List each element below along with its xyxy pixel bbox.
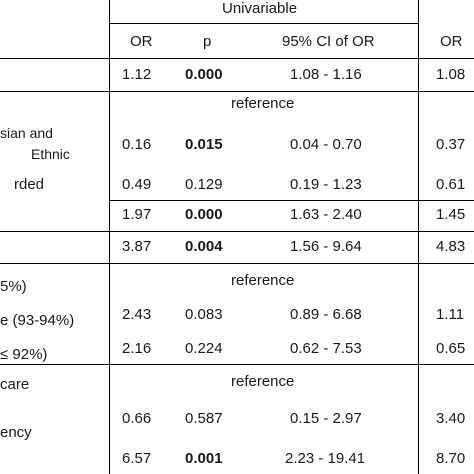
header-rule-top (109, 23, 418, 24)
cell-or-multivariable: 1.45 (436, 206, 466, 223)
cell-ci: 0.04 - 0.70 (290, 136, 362, 153)
cell-p: 0.587 (185, 410, 223, 427)
cell-ci: 0.62 - 7.53 (290, 340, 362, 357)
cell-or-multivariable: 1.08 (436, 66, 466, 83)
row-rule (0, 91, 474, 92)
cell-or-multivariable: 3.40 (436, 410, 466, 427)
row-rule (0, 263, 474, 264)
cell-or-multivariable: 4.83 (436, 238, 466, 255)
row-rule (0, 231, 474, 232)
header-p: p (203, 33, 212, 50)
cell-or: 0.16 (122, 136, 152, 153)
row-label: care (0, 376, 30, 393)
cell-or: 1.97 (122, 206, 152, 223)
header-rule-bottom (0, 58, 474, 59)
cell-p: 0.000 (185, 206, 223, 223)
header-univariable: Univariable (222, 0, 298, 17)
header-or-multivariable: OR (440, 33, 463, 50)
cell-p: 0.015 (185, 136, 223, 153)
cell-or-multivariable: 0.65 (436, 340, 466, 357)
cell-or: 2.16 (122, 340, 152, 357)
column-border-left (109, 0, 110, 474)
cell-reference: reference (231, 272, 295, 289)
row-rule (0, 364, 474, 365)
row-label: e (93-94%) (0, 312, 75, 329)
cell-or: 0.49 (122, 176, 152, 193)
header-or: OR (130, 33, 153, 50)
cell-ci: 0.15 - 2.97 (290, 410, 362, 427)
cell-or-multivariable: 8.70 (436, 450, 466, 467)
row-label: ≤ 92%) (0, 346, 48, 363)
cell-or: 1.12 (122, 66, 152, 83)
cell-or: 2.43 (122, 306, 152, 323)
cell-or-multivariable: 0.61 (436, 176, 466, 193)
cell-p: 0.001 (185, 450, 223, 467)
cell-reference: reference (231, 373, 295, 390)
row-label: rded (14, 176, 45, 193)
cell-ci: 0.89 - 6.68 (290, 306, 362, 323)
row-label: sian and (0, 125, 53, 141)
row-rule (109, 200, 474, 201)
cell-p: 0.224 (185, 340, 223, 357)
row-label-line2: Ethnic (31, 146, 70, 162)
cell-p: 0.000 (185, 66, 223, 83)
cell-or: 0.66 (122, 410, 152, 427)
row-label: 5%) (0, 278, 27, 295)
cell-reference: reference (231, 95, 295, 112)
cell-ci: 0.19 - 1.23 (290, 176, 362, 193)
cell-ci: 1.08 - 1.16 (290, 66, 362, 83)
cell-ci: 2.23 - 19.41 (285, 450, 366, 467)
cell-p: 0.129 (185, 176, 223, 193)
cell-ci: 1.56 - 9.64 (290, 238, 362, 255)
cell-or-multivariable: 1.11 (436, 306, 465, 323)
column-border-right (418, 0, 419, 474)
cell-or-multivariable: 0.37 (436, 136, 466, 153)
cell-p: 0.083 (185, 306, 223, 323)
cell-ci: 1.63 - 2.40 (290, 206, 362, 223)
cell-or: 6.57 (122, 450, 152, 467)
cell-p: 0.004 (185, 238, 223, 255)
row-label: ency (0, 424, 32, 441)
cell-or: 3.87 (122, 238, 152, 255)
header-ci: 95% CI of OR (282, 33, 375, 50)
